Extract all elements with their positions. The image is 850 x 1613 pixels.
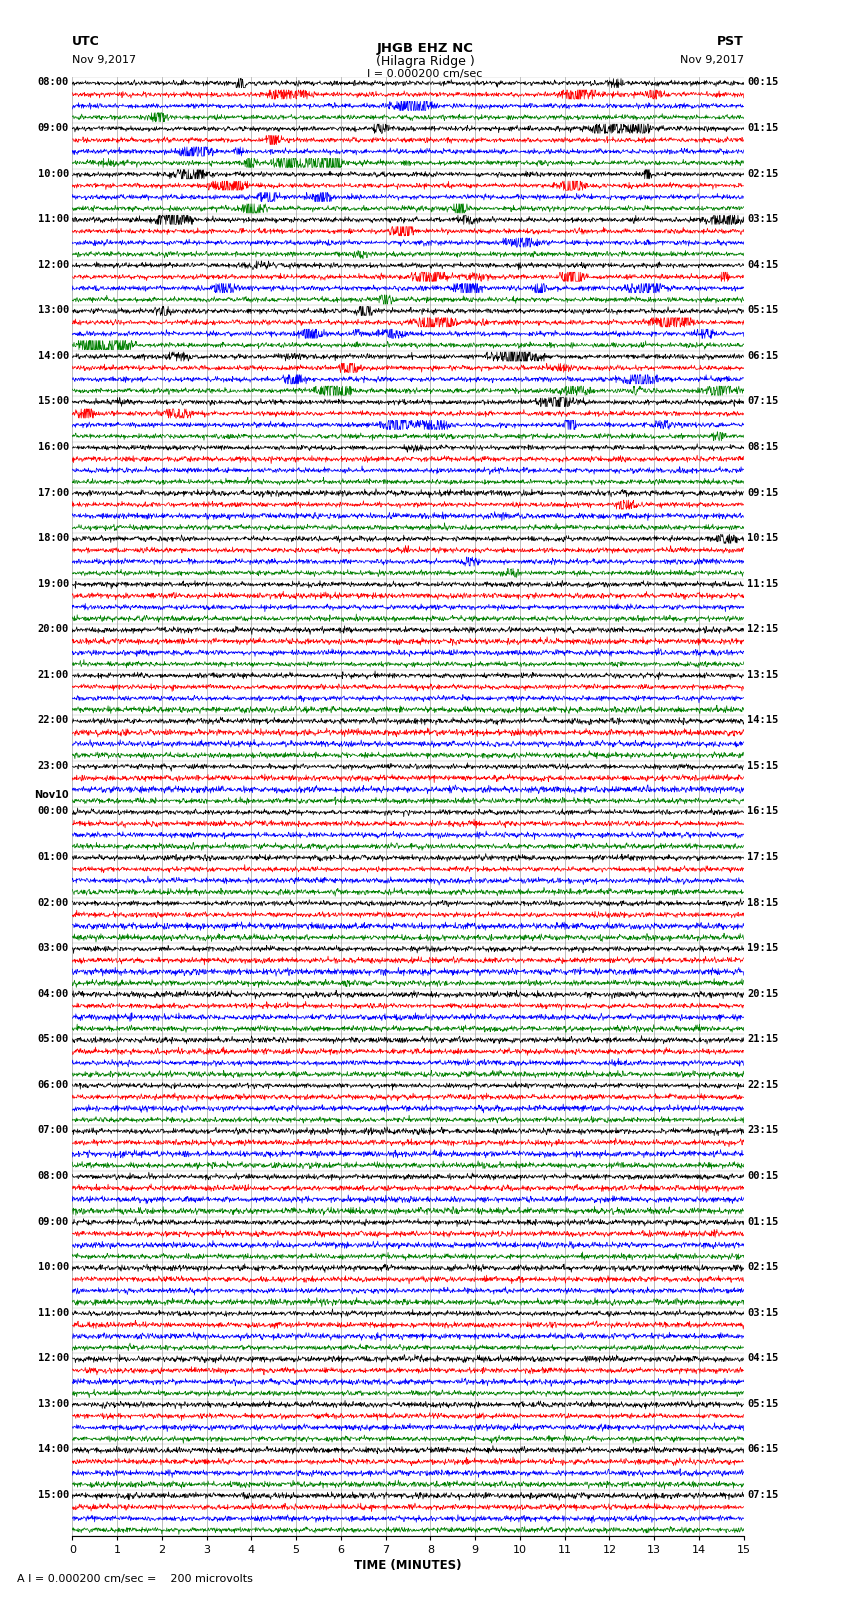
Text: 15:00: 15:00: [37, 397, 69, 406]
Text: 08:00: 08:00: [37, 77, 69, 87]
Text: 21:00: 21:00: [37, 669, 69, 679]
Text: 04:15: 04:15: [747, 1353, 779, 1363]
Text: 22:00: 22:00: [37, 716, 69, 726]
Text: 02:15: 02:15: [747, 1261, 779, 1273]
Text: 22:15: 22:15: [747, 1081, 779, 1090]
Text: 04:15: 04:15: [747, 260, 779, 269]
Text: 06:15: 06:15: [747, 1445, 779, 1455]
Text: 11:00: 11:00: [37, 215, 69, 224]
Text: Nov10: Nov10: [34, 790, 69, 800]
Text: 06:15: 06:15: [747, 350, 779, 361]
Text: 00:00: 00:00: [37, 806, 69, 816]
Text: 09:15: 09:15: [747, 487, 779, 497]
Text: 00:15: 00:15: [747, 1171, 779, 1181]
Text: 10:00: 10:00: [37, 1261, 69, 1273]
Text: 02:15: 02:15: [747, 169, 779, 179]
Text: JHGB EHZ NC: JHGB EHZ NC: [377, 42, 473, 55]
Text: 14:15: 14:15: [747, 716, 779, 726]
Text: 14:00: 14:00: [37, 350, 69, 361]
Text: 17:00: 17:00: [37, 487, 69, 497]
Text: 12:00: 12:00: [37, 1353, 69, 1363]
Text: 23:15: 23:15: [747, 1126, 779, 1136]
Text: 04:00: 04:00: [37, 989, 69, 998]
Text: 12:15: 12:15: [747, 624, 779, 634]
Text: 05:00: 05:00: [37, 1034, 69, 1044]
Text: 15:00: 15:00: [37, 1490, 69, 1500]
Text: 13:15: 13:15: [747, 669, 779, 679]
Text: 06:00: 06:00: [37, 1081, 69, 1090]
Text: (Hilagra Ridge ): (Hilagra Ridge ): [376, 55, 474, 68]
Text: I = 0.000200 cm/sec: I = 0.000200 cm/sec: [367, 69, 483, 79]
Text: 23:00: 23:00: [37, 761, 69, 771]
Text: 13:00: 13:00: [37, 305, 69, 315]
Text: 11:15: 11:15: [747, 579, 779, 589]
Text: 10:00: 10:00: [37, 169, 69, 179]
Text: 20:15: 20:15: [747, 989, 779, 998]
Text: 16:15: 16:15: [747, 806, 779, 816]
Text: 20:00: 20:00: [37, 624, 69, 634]
Text: 18:00: 18:00: [37, 532, 69, 544]
Text: 10:15: 10:15: [747, 532, 779, 544]
Text: 18:15: 18:15: [747, 897, 779, 908]
Text: Nov 9,2017: Nov 9,2017: [72, 55, 136, 65]
X-axis label: TIME (MINUTES): TIME (MINUTES): [354, 1558, 462, 1571]
Text: 05:15: 05:15: [747, 305, 779, 315]
Text: Nov 9,2017: Nov 9,2017: [680, 55, 744, 65]
Text: 02:00: 02:00: [37, 897, 69, 908]
Text: 12:00: 12:00: [37, 260, 69, 269]
Text: 17:15: 17:15: [747, 852, 779, 861]
Text: 11:00: 11:00: [37, 1308, 69, 1318]
Text: 07:15: 07:15: [747, 397, 779, 406]
Text: 19:15: 19:15: [747, 944, 779, 953]
Text: 08:00: 08:00: [37, 1171, 69, 1181]
Text: PST: PST: [717, 35, 744, 48]
Text: 07:00: 07:00: [37, 1126, 69, 1136]
Text: 03:00: 03:00: [37, 944, 69, 953]
Text: 21:15: 21:15: [747, 1034, 779, 1044]
Text: 15:15: 15:15: [747, 761, 779, 771]
Text: 14:00: 14:00: [37, 1445, 69, 1455]
Text: 01:00: 01:00: [37, 852, 69, 861]
Text: 09:00: 09:00: [37, 123, 69, 132]
Text: 01:15: 01:15: [747, 1216, 779, 1226]
Text: 05:15: 05:15: [747, 1398, 779, 1408]
Text: 19:00: 19:00: [37, 579, 69, 589]
Text: 16:00: 16:00: [37, 442, 69, 452]
Text: 03:15: 03:15: [747, 1308, 779, 1318]
Text: UTC: UTC: [72, 35, 100, 48]
Text: 07:15: 07:15: [747, 1490, 779, 1500]
Text: 01:15: 01:15: [747, 123, 779, 132]
Text: 13:00: 13:00: [37, 1398, 69, 1408]
Text: 00:15: 00:15: [747, 77, 779, 87]
Text: 03:15: 03:15: [747, 215, 779, 224]
Text: 09:00: 09:00: [37, 1216, 69, 1226]
Text: 08:15: 08:15: [747, 442, 779, 452]
Text: A I = 0.000200 cm/sec =    200 microvolts: A I = 0.000200 cm/sec = 200 microvolts: [17, 1574, 253, 1584]
